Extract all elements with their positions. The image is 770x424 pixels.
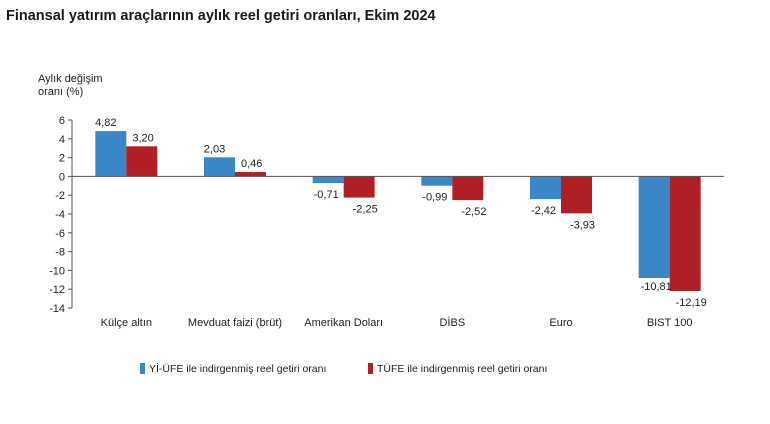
data-label: -0,71	[314, 189, 339, 201]
data-label: -3,93	[570, 219, 595, 231]
data-label: 4,82	[95, 117, 116, 129]
bar-tufe	[561, 176, 592, 214]
data-label: -0,99	[422, 192, 447, 204]
y-axis-label-line: Aylık değişim	[38, 73, 103, 85]
data-label: -2,52	[461, 206, 486, 218]
category-label: DİBS	[439, 316, 465, 329]
bar-tufe	[452, 176, 484, 201]
y-tick-label: -2	[55, 190, 65, 202]
y-tick-label: 4	[59, 134, 65, 146]
data-label: 0,46	[241, 158, 262, 170]
y-axis-label-line: oranı (%)	[38, 86, 83, 98]
bar-yi-ufe	[638, 176, 670, 279]
category-label: Amerikan Doları	[304, 317, 383, 329]
page-title: Finansal yatırım araçlarının aylık reel …	[6, 8, 436, 24]
y-tick-label: -6	[55, 228, 65, 240]
y-tick-label: -8	[55, 247, 65, 259]
category-labels: Külçe altın Mevduat faizi (brüt) Amerikan …	[101, 316, 693, 329]
bar-yi-ufe	[95, 131, 127, 177]
legend-swatch-tufe	[368, 363, 373, 374]
data-label: -10,81	[641, 281, 672, 293]
data-label: 3,20	[132, 132, 153, 144]
legend-swatch-yi-ufe	[140, 363, 145, 374]
y-tick-label: -10	[49, 265, 65, 277]
bar-yi-ufe	[312, 176, 344, 184]
bar-tufe	[126, 146, 158, 177]
bar-yi-ufe	[204, 157, 235, 177]
data-label: -2,25	[353, 204, 378, 216]
bar-yi-ufe	[530, 176, 561, 200]
category-label: Külçe altın	[101, 317, 152, 329]
data-label: 2,03	[204, 143, 225, 155]
legend-label: TÜFE ile indirgenmiş reel getiri oranı	[377, 363, 547, 375]
y-axis: 6 4 2 0 -2 -4 -6 -8 -10 -12 -14	[49, 115, 73, 315]
y-tick-label: 0	[59, 171, 65, 183]
y-tick-label: 6	[59, 115, 65, 127]
bars	[95, 131, 701, 291]
y-tick-label: -12	[49, 284, 65, 296]
data-label: -12,19	[676, 297, 707, 309]
bar-tufe	[669, 176, 701, 291]
category-label: BIST 100	[647, 317, 693, 329]
bar-yi-ufe	[421, 176, 453, 186]
data-label: -2,42	[531, 205, 556, 217]
y-tick-label: 2	[59, 153, 65, 165]
legend: Yİ-ÜFE ile indirgenmiş reel getiri oranı…	[140, 362, 547, 375]
bar-tufe	[343, 176, 375, 198]
legend-label: Yİ-ÜFE ile indirgenmiş reel getiri oranı	[149, 362, 326, 375]
data-labels: 4,82 3,20 2,03 0,46 -0,71 -2,25 -0,99 -2,52 -2,4…	[95, 117, 707, 309]
category-label: Mevduat faizi (brüt)	[188, 317, 282, 329]
y-tick-label: -14	[49, 303, 65, 315]
y-tick-label: -4	[55, 209, 65, 221]
category-label: Euro	[549, 317, 572, 329]
bar-tufe	[235, 172, 266, 177]
